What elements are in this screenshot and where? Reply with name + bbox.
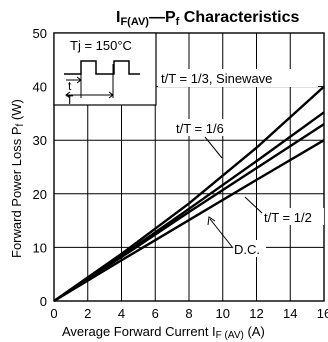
t-arrowhead-icon [76, 76, 82, 84]
x-tick-4: 4 [118, 306, 125, 321]
label-bg-4 [232, 240, 266, 257]
series-label-1-6: t/T = 1/6 [176, 121, 224, 136]
pointer-1-6 [204, 136, 223, 159]
T-arrowhead-left-icon [65, 91, 71, 99]
series-labels: t/T = 1/3, Sinewave t/T = 1/6 t/T = 1/2 … [158, 69, 324, 257]
x-axis-label: Average Forward Current IF (AV) (A) [62, 324, 265, 341]
y-tick-30: 30 [33, 133, 47, 148]
chart-title: IF(AV)—Pf Characteristics [116, 9, 299, 28]
y-tick-labels: 0 10 20 30 40 50 [33, 26, 47, 309]
series-label-1-2: t/T = 1/2 [264, 210, 312, 225]
x-tick-labels: 0 2 4 6 8 10 12 14 16 [50, 306, 328, 321]
label-bg-2 [174, 119, 238, 136]
y-tick-20: 20 [33, 187, 47, 202]
series-lines [53, 85, 325, 303]
y-tick-10: 10 [33, 240, 47, 255]
x-tick-6: 6 [152, 306, 159, 321]
inset-frame [53, 32, 157, 106]
y-axis-label: Forward Power Loss Pf (W) [9, 99, 26, 258]
T-label: T [66, 93, 74, 107]
x-tick-2: 2 [84, 306, 91, 321]
series-line-3 [53, 123, 325, 303]
y-tick-40: 40 [33, 80, 47, 95]
label-bg-1 [158, 69, 318, 87]
junction-temp-label: Tj = 150°C [70, 38, 132, 53]
x-tick-8: 8 [185, 306, 192, 321]
pointer-dc-arrow-icon [207, 216, 216, 226]
x-tick-14: 14 [283, 306, 297, 321]
x-tick-16: 16 [317, 306, 328, 321]
series-label-dc: D.C. [234, 242, 260, 257]
plot-frame [53, 32, 325, 302]
pointer-1-2 [244, 196, 263, 214]
condition-inset: Tj = 150°C t T [53, 32, 157, 107]
x-tick-12: 12 [249, 306, 263, 321]
x-tick-10: 10 [216, 306, 230, 321]
t-label: t [68, 79, 72, 93]
label-bg-3 [262, 208, 324, 225]
pointer-dc [209, 218, 234, 249]
y-tick-50: 50 [33, 26, 47, 41]
y-tick-0: 0 [40, 294, 47, 309]
series-line-4 [53, 139, 325, 303]
series-label-sinewave: t/T = 1/3, Sinewave [161, 71, 272, 86]
x-tick-0: 0 [50, 306, 57, 321]
